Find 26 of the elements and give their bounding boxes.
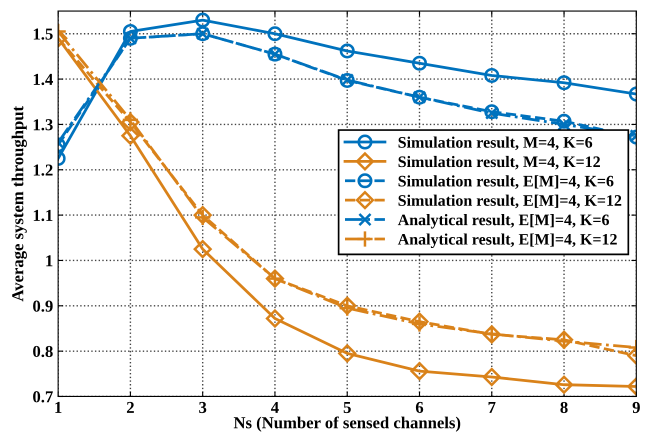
legend-label: Simulation result, M=4, K=12 bbox=[398, 156, 600, 170]
y-tick-label: 1.2 bbox=[34, 164, 53, 176]
y-tick-label: 1.4 bbox=[34, 74, 53, 86]
y-tick-label: 0.8 bbox=[33, 346, 53, 358]
y-tick-label: 1 bbox=[46, 255, 52, 266]
legend-label: Analytical result, E[M]=4, K=6 bbox=[398, 214, 610, 229]
x-tick-label: 6 bbox=[416, 402, 424, 414]
x-tick-label: 9 bbox=[632, 402, 640, 414]
y-tick-label: 0.9 bbox=[33, 300, 53, 312]
y-tick-label: 1.5 bbox=[34, 28, 53, 40]
legend-label: Simulation result, E[M]=4, K=12 bbox=[398, 194, 622, 208]
legend-label: Analytical result, E[M]=4, K=12 bbox=[398, 233, 617, 248]
y-tick-label: 1.1 bbox=[34, 210, 52, 222]
x-tick-label: 5 bbox=[344, 402, 351, 414]
x-tick-label: 1 bbox=[55, 402, 62, 413]
legend-label: Simulation result, E[M]=4, K=6 bbox=[398, 175, 614, 189]
x-tick-label: 3 bbox=[199, 402, 206, 414]
x-tick-label: 7 bbox=[488, 402, 496, 413]
x-tick-label: 2 bbox=[126, 402, 134, 413]
x-axis-title: Ns (Number of sensed channels) bbox=[234, 416, 460, 432]
y-tick-label: 1.3 bbox=[34, 119, 53, 130]
x-tick-label: 4 bbox=[271, 402, 279, 413]
y-tick-label: 0.7 bbox=[33, 391, 53, 403]
y-axis-title: Average system throughput bbox=[12, 106, 27, 302]
x-tick-label: 8 bbox=[560, 402, 568, 414]
legend-label: Simulation result, M=4, K=6 bbox=[398, 136, 592, 150]
